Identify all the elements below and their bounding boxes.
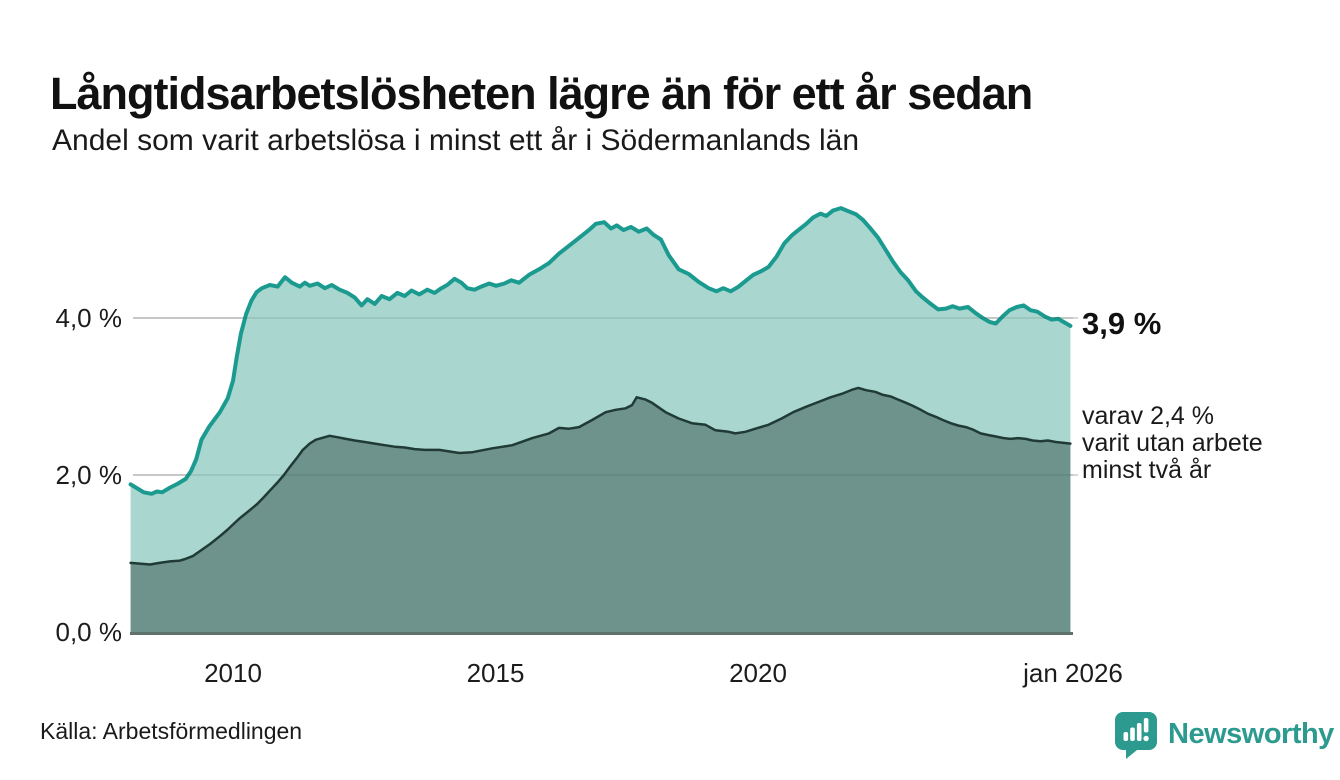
end-note-line: varav 2,4 % xyxy=(1082,401,1215,430)
page-title: Långtidsarbetslösheten lägre än för ett … xyxy=(50,68,1033,120)
y-tick-label: 2,0 % xyxy=(55,460,123,490)
end-value-label: 3,9 % xyxy=(1082,305,1162,341)
newsworthy-logo-icon xyxy=(1115,712,1157,759)
y-tick-label: 0,0 % xyxy=(55,617,123,647)
y-tick-label: 4,0 % xyxy=(55,303,123,333)
x-tick-label: 2020 xyxy=(729,658,787,688)
newsworthy-wordmark: Newsworthy xyxy=(1168,717,1334,750)
series-line-unemployed_min_one_year xyxy=(128,206,1073,496)
x-tick-label: 2015 xyxy=(466,658,525,688)
series-area-unemployed_min_two_years xyxy=(130,387,1071,632)
end-note-line: varit utan arbete xyxy=(1082,428,1263,457)
x-tick-label: 2010 xyxy=(204,658,262,688)
x-tick-label: jan 2026 xyxy=(1023,658,1123,688)
end-note-label: varav 2,4 % varit utan arbete minst två år xyxy=(1082,401,1263,484)
series-line-unemployed_min_two_years xyxy=(129,386,1072,566)
page-subtitle: Andel som varit arbetslösa i minst ett å… xyxy=(52,124,860,157)
series-area-unemployed_min_one_year xyxy=(130,208,1071,632)
source-note: Källa: Arbetsförmedlingen xyxy=(40,718,303,744)
newsworthy-logo: Newsworthy xyxy=(1112,708,1334,760)
end-note-line: minst två år xyxy=(1082,455,1212,484)
